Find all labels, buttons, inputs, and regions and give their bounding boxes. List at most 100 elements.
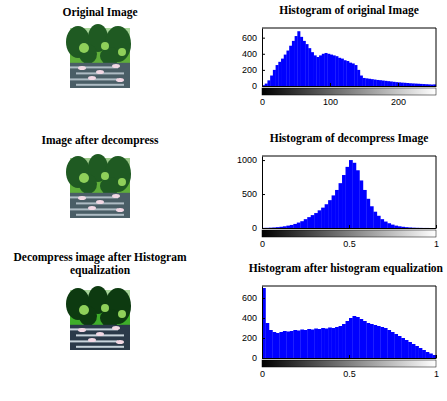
bar bbox=[281, 59, 284, 86]
x-tick: 0 bbox=[260, 83, 265, 107]
bar bbox=[422, 227, 426, 228]
photo-water bbox=[70, 325, 130, 350]
bar bbox=[401, 227, 405, 228]
bar bbox=[409, 83, 412, 86]
x-tick-label: 1 bbox=[434, 369, 439, 379]
bar bbox=[384, 222, 388, 228]
bar bbox=[384, 328, 388, 358]
bar bbox=[290, 331, 294, 358]
bar bbox=[431, 85, 434, 86]
bar bbox=[366, 323, 370, 358]
bar bbox=[314, 213, 318, 228]
bar bbox=[314, 55, 317, 86]
photo bbox=[66, 24, 131, 88]
bar bbox=[390, 81, 393, 86]
bar bbox=[363, 190, 367, 228]
bar bbox=[376, 80, 379, 86]
bar bbox=[306, 44, 309, 86]
bar bbox=[363, 78, 366, 86]
photo-lily bbox=[88, 206, 96, 210]
y-axis-line bbox=[262, 287, 263, 359]
bar bbox=[311, 330, 315, 359]
bar bbox=[314, 329, 318, 359]
x-tick-label: 0 bbox=[260, 369, 265, 379]
bar bbox=[293, 330, 297, 358]
image-title-line: Decompress image after Histogram bbox=[14, 251, 187, 264]
bar bbox=[380, 327, 384, 358]
x-tick: 1 bbox=[434, 225, 439, 249]
bar bbox=[304, 219, 308, 228]
x-tick-label: 0.5 bbox=[343, 369, 356, 379]
photo-leaves bbox=[101, 42, 109, 50]
bar bbox=[328, 200, 332, 228]
bar bbox=[422, 84, 425, 86]
bar bbox=[332, 195, 336, 228]
bar bbox=[265, 323, 269, 358]
bar bbox=[412, 83, 415, 86]
y-tick-label: 0 bbox=[252, 81, 257, 91]
bar bbox=[433, 228, 436, 229]
x-axis: 00.51 bbox=[260, 225, 439, 249]
bar bbox=[412, 227, 416, 228]
bar bbox=[283, 331, 287, 358]
bar bbox=[414, 84, 417, 86]
y-tick-label: 600 bbox=[242, 293, 257, 303]
x-axis: 00.51 bbox=[260, 355, 439, 379]
image-title: Original Image bbox=[62, 6, 137, 19]
bar bbox=[433, 355, 436, 358]
bar bbox=[419, 227, 423, 228]
bar bbox=[325, 329, 329, 359]
bar bbox=[405, 227, 409, 228]
y-tick-mark bbox=[262, 70, 265, 71]
y-tick-label: 0 bbox=[252, 223, 257, 233]
bar bbox=[412, 344, 416, 358]
photo bbox=[66, 154, 131, 218]
bar bbox=[273, 70, 276, 86]
histogram-panel: 00.510200400600Histogram after histogram… bbox=[242, 262, 444, 379]
y-tick-label: 400 bbox=[242, 49, 257, 59]
x-tick-mark bbox=[349, 225, 350, 228]
photo-tree bbox=[100, 177, 120, 195]
bar bbox=[297, 31, 300, 86]
x-axis-line bbox=[263, 228, 437, 229]
bar bbox=[346, 167, 350, 228]
bar bbox=[352, 163, 356, 228]
photo-lily bbox=[88, 76, 96, 80]
y-tick: 400 bbox=[242, 313, 265, 323]
bar bbox=[333, 55, 336, 86]
y-tick: 200 bbox=[242, 65, 265, 75]
bar bbox=[408, 227, 412, 228]
photo-lily bbox=[112, 326, 120, 330]
y-tick-mark bbox=[262, 54, 265, 55]
bar bbox=[319, 55, 322, 86]
x-tick-mark bbox=[330, 83, 331, 86]
y-tick-label: 200 bbox=[242, 333, 257, 343]
bar bbox=[391, 225, 395, 228]
bar bbox=[289, 46, 292, 86]
bar bbox=[387, 223, 391, 228]
photo-leaves bbox=[118, 178, 126, 186]
photo-lily bbox=[112, 194, 120, 198]
bar bbox=[321, 208, 325, 228]
bar bbox=[401, 83, 404, 86]
colorbar bbox=[262, 360, 436, 367]
y-axis: 0200400600 bbox=[242, 29, 265, 92]
bar bbox=[368, 79, 371, 86]
bars bbox=[262, 31, 436, 86]
frame-right bbox=[436, 286, 437, 358]
bar bbox=[307, 217, 311, 228]
photo-lily bbox=[116, 208, 124, 212]
figure: Original ImageImage after decompressDeco… bbox=[0, 0, 447, 401]
x-tick-label: 200 bbox=[391, 97, 406, 107]
bar bbox=[391, 332, 395, 358]
bar bbox=[370, 324, 374, 358]
bar bbox=[415, 227, 419, 228]
photo-leaves bbox=[79, 173, 89, 183]
bar bbox=[307, 329, 311, 358]
photo-leaves bbox=[79, 43, 89, 53]
photo-leaves bbox=[101, 172, 109, 180]
bar bbox=[363, 321, 367, 358]
y-tick-mark bbox=[262, 86, 265, 87]
photo-reflection bbox=[76, 346, 124, 348]
x-tick: 0.5 bbox=[343, 225, 356, 249]
